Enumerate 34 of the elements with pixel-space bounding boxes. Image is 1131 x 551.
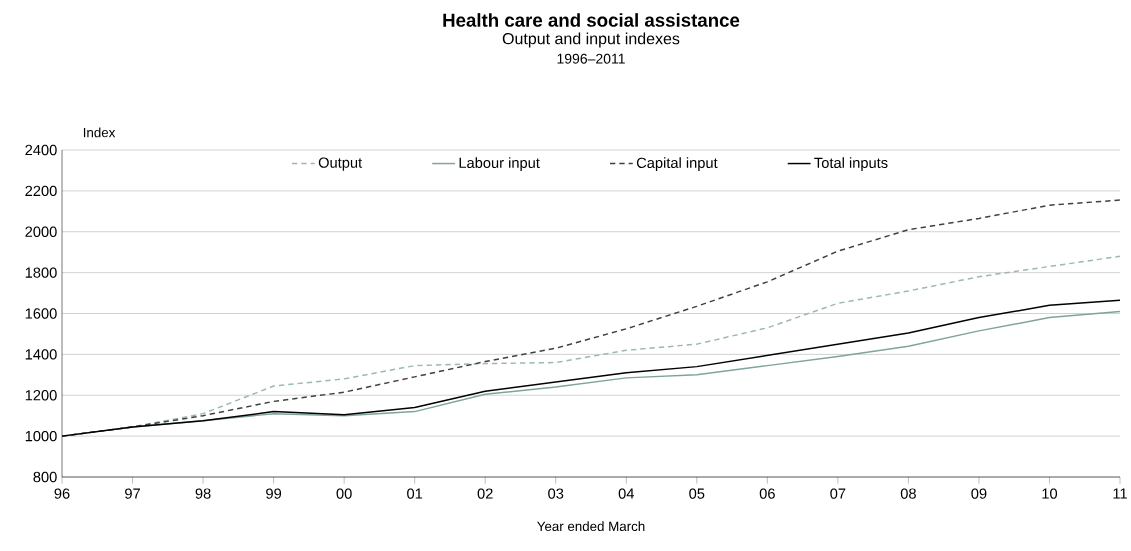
x-tick-label: 01 <box>407 488 423 499</box>
x-tick-label: 97 <box>125 488 140 499</box>
x-tick-label: 10 <box>1042 488 1058 499</box>
y-axis-title: Index <box>83 127 116 138</box>
y-tick-label: 2000 <box>25 226 57 237</box>
y-tick-label: 2400 <box>25 144 57 156</box>
chart-subtitle: Output and input indexes <box>502 32 680 48</box>
legend-label: Capital input <box>636 157 718 171</box>
x-tick-label: 09 <box>971 488 987 499</box>
legend-label: Output <box>318 157 363 171</box>
x-tick-label: 98 <box>195 488 211 499</box>
text: 1996–2011 <box>557 53 625 64</box>
y-tick-label: 1600 <box>25 308 57 319</box>
x-tick-label: 05 <box>689 488 705 499</box>
x-tick-label: 00 <box>336 488 352 499</box>
y-tick-label: 1200 <box>25 390 57 401</box>
x-tick-label: 99 <box>266 488 282 499</box>
x-tick-label: 02 <box>477 488 493 499</box>
x-tick-label: 96 <box>54 488 70 499</box>
y-tick-label: 800 <box>33 471 57 483</box>
x-axis-title: Year ended March <box>537 521 645 532</box>
y-tick-label: 1800 <box>25 267 57 278</box>
y-tick-label: 2200 <box>25 185 57 197</box>
chart-title: Health care and social assistance <box>443 13 740 27</box>
x-tick-label: 07 <box>830 488 846 499</box>
y-tick-label: 1400 <box>25 349 57 360</box>
x-tick-label: 11 <box>1113 488 1127 499</box>
legend-label: Total inputs <box>814 157 888 171</box>
x-tick-label: 03 <box>548 488 564 499</box>
x-tick-label: 08 <box>900 488 916 499</box>
legend-label: Labour input <box>459 157 540 171</box>
x-tick-label: 04 <box>618 488 634 499</box>
x-tick-label: 06 <box>759 488 775 499</box>
y-tick-label: 1000 <box>25 430 57 442</box>
